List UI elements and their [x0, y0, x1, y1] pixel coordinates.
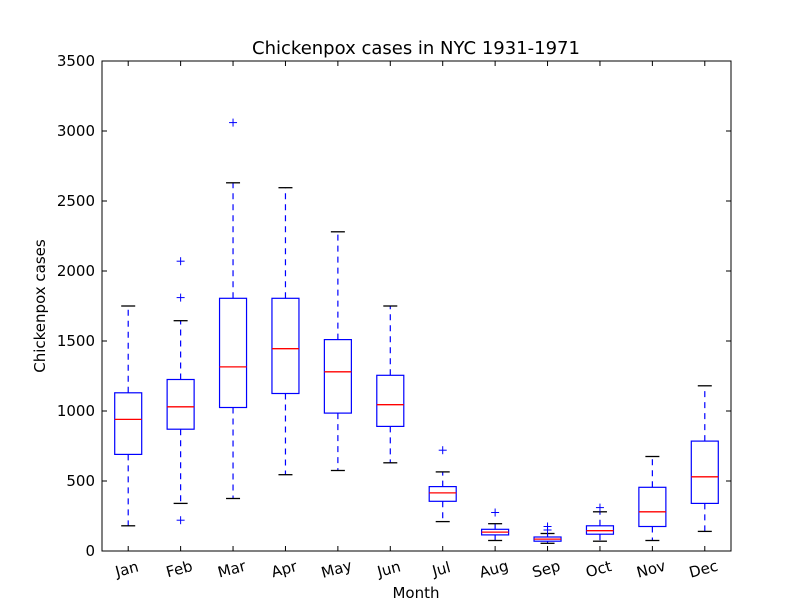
x-tick-label: May: [319, 556, 354, 581]
box-nov: [638, 455, 667, 542]
x-tick-label: Jul: [429, 558, 452, 580]
box-jul: [428, 446, 457, 523]
x-tick-label: Jan: [112, 557, 140, 581]
y-tick-label: 2500: [57, 192, 95, 210]
y-tick-label: 3000: [57, 122, 95, 140]
y-tick-label: 3500: [57, 52, 95, 70]
x-tick-label: Nov: [635, 557, 668, 582]
flier-marker: [595, 503, 604, 512]
iqr-box: [166, 378, 195, 430]
flier-marker: [176, 293, 185, 302]
x-tick-label: Mar: [216, 557, 249, 582]
y-axis-label: Chickenpox cases: [31, 239, 49, 373]
iqr-box: [428, 486, 457, 502]
iqr-box: [690, 440, 719, 505]
x-tick-label: Jun: [374, 557, 402, 581]
flier-marker: [229, 118, 238, 127]
y-tick-label: 0: [85, 542, 95, 560]
x-tick-label: Aug: [477, 557, 510, 582]
flier-marker: [543, 526, 552, 534]
box-feb: [166, 257, 195, 525]
iqr-box: [218, 297, 248, 409]
flier-marker: [176, 257, 185, 266]
iqr-box: [323, 339, 352, 414]
chart-title: Chickenpox cases in NYC 1931-1971: [252, 38, 580, 59]
box-jun: [376, 305, 405, 464]
x-tick-label: Oct: [584, 557, 614, 581]
box-oct: [585, 503, 615, 542]
flier-marker: [491, 508, 500, 517]
plot-frame: [101, 60, 732, 552]
y-tick-label: 500: [66, 472, 95, 490]
x-tick-label: Sep: [530, 557, 562, 582]
y-tick-label: 2000: [57, 262, 95, 280]
y-tick-label: 1500: [57, 332, 95, 350]
flier-marker: [438, 446, 447, 455]
x-axis-label: Month: [392, 584, 439, 602]
x-tick-label: Apr: [269, 557, 300, 581]
box-sep: [533, 522, 562, 544]
box-jan: [114, 305, 143, 527]
x-tick-label: Dec: [687, 557, 720, 582]
y-tick-label: 1000: [57, 402, 95, 420]
box-apr: [271, 187, 300, 476]
flier-marker: [176, 516, 185, 525]
x-tick-label: Feb: [164, 557, 194, 581]
iqr-box: [271, 297, 300, 395]
box-dec: [690, 385, 719, 533]
iqr-box: [638, 486, 667, 528]
box-mar: [218, 118, 248, 500]
box-may: [323, 231, 352, 472]
iqr-box: [585, 525, 615, 535]
box-aug: [481, 508, 510, 542]
iqr-box: [114, 392, 143, 455]
iqr-box: [376, 374, 405, 427]
plot-area: [102, 60, 731, 552]
